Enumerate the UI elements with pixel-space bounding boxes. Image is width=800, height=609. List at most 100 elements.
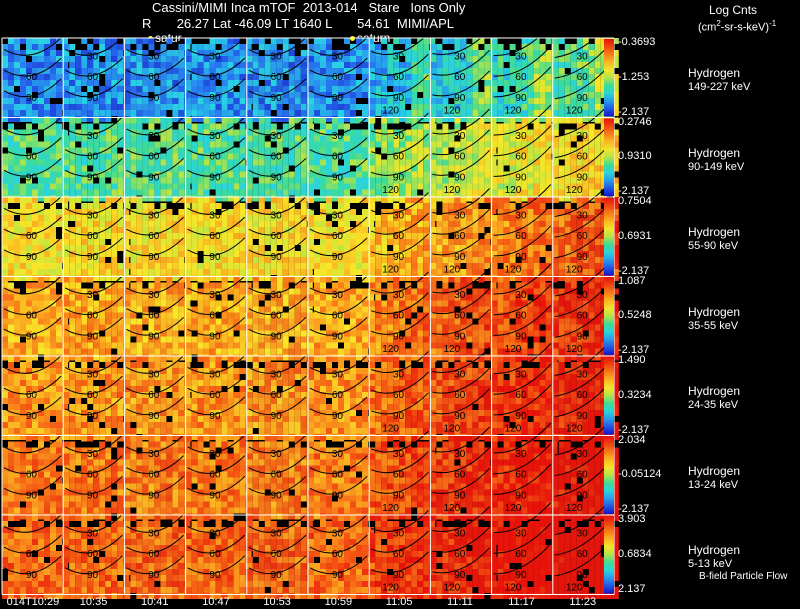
pixel-cell <box>448 165 455 172</box>
pixel-cell <box>436 221 443 227</box>
pixel-cell <box>56 306 62 313</box>
pixel-cell <box>300 197 307 203</box>
pixel-cell <box>344 123 350 130</box>
pixel-cell <box>2 263 8 269</box>
pixel-cell <box>87 215 94 221</box>
pixel-cell <box>2 74 8 80</box>
pixel-cell <box>375 68 382 74</box>
pixel-cell <box>405 147 412 154</box>
pixel-cell <box>105 165 112 172</box>
pixel-cell <box>344 171 350 178</box>
pixel-cell <box>20 153 26 160</box>
pixel-cell <box>594 141 601 148</box>
pixel-cell <box>314 215 320 221</box>
pixel-cell <box>356 227 362 233</box>
pixel-cell <box>356 251 362 257</box>
pixel-cell <box>81 68 88 74</box>
pixel-cell <box>612 74 619 80</box>
pixel-cell <box>203 251 210 257</box>
pixel-cell <box>197 269 204 275</box>
pixel-cell <box>594 80 601 86</box>
pixel-cell <box>105 116 112 122</box>
pixel-cell <box>527 104 534 110</box>
pixel-cell <box>252 68 259 74</box>
pixel-cell <box>209 56 216 62</box>
pixel-cell <box>246 153 253 160</box>
pixel-cell <box>166 233 173 239</box>
pixel-cell <box>2 44 8 50</box>
pixel-cell <box>454 171 461 178</box>
pixel-cell <box>270 263 277 269</box>
pixel-cell <box>270 62 277 68</box>
pixel-cell <box>14 171 20 178</box>
pixel-cell <box>63 116 70 122</box>
pixel-cell <box>63 159 70 166</box>
pixel-cell <box>81 342 88 349</box>
pixel-cell <box>497 123 504 130</box>
pixel-cell <box>191 147 198 154</box>
pixel-cell <box>264 104 271 110</box>
pixel-cell <box>203 257 210 263</box>
pixel-cell <box>417 129 424 136</box>
pixel-cell <box>497 116 504 122</box>
pixel-cell <box>545 147 552 154</box>
pixel-cell <box>332 177 338 184</box>
orbit-coords: 26.27 Lat -46.09 LT 1640 L <box>176 16 332 31</box>
pixel-cell <box>576 110 583 116</box>
pixel-cell <box>20 159 26 166</box>
pixel-cell <box>594 44 601 50</box>
pixel-cell <box>270 129 277 136</box>
pixel-cell <box>111 135 118 142</box>
pixel-cell <box>423 159 430 166</box>
pixel-cell <box>99 251 106 257</box>
pixel-cell <box>93 324 100 331</box>
pixel-cell <box>264 110 271 116</box>
pixel-cell <box>294 80 301 86</box>
pixel-cell <box>288 129 295 136</box>
pixel-cell <box>239 221 246 227</box>
pixel-cell <box>258 62 265 68</box>
pixel-cell <box>362 68 368 74</box>
pixel-cell <box>600 153 607 160</box>
pixel-cell <box>326 183 332 190</box>
pixel-cell <box>533 221 540 227</box>
pixel-cell <box>320 269 326 275</box>
pixel-cell <box>166 159 173 166</box>
pixel-cell <box>8 56 14 62</box>
pixel-cell <box>56 269 62 275</box>
pixel-cell <box>436 269 443 275</box>
pixel-cell <box>221 257 228 263</box>
pixel-cell <box>258 129 265 136</box>
pixel-cell <box>497 68 504 74</box>
pixel-cell <box>600 104 607 110</box>
pixel-cell <box>105 336 112 343</box>
pixel-cell <box>491 197 498 203</box>
pixel-cell <box>191 318 198 325</box>
pixel-cell <box>148 147 155 154</box>
pixel-cell <box>344 269 350 275</box>
pixel-cell <box>350 263 356 269</box>
pixel-cell <box>612 110 619 116</box>
pixel-cell <box>552 135 559 142</box>
pixel-cell <box>166 171 173 178</box>
pixel-cell <box>533 269 540 275</box>
pixel-cell <box>264 80 271 86</box>
pixel-cell <box>552 165 559 172</box>
pixel-cell <box>558 98 565 104</box>
pixel-cell <box>8 92 14 98</box>
pixel-cell <box>320 245 326 251</box>
pixel-cell <box>564 147 571 154</box>
pixel-cell <box>466 165 473 172</box>
pixel-cell <box>552 92 559 98</box>
pixel-cell <box>14 209 20 215</box>
pixel-cell <box>111 68 118 74</box>
pixel-cell <box>117 110 124 116</box>
pixel-cell <box>478 92 485 98</box>
pixel-cell <box>423 263 430 269</box>
pixel-cell <box>136 348 143 355</box>
pixel-cell <box>111 98 118 104</box>
pixel-cell <box>314 80 320 86</box>
pixel-cell <box>582 50 589 56</box>
pixel-cell <box>282 116 289 122</box>
pixel-cell <box>227 123 234 130</box>
